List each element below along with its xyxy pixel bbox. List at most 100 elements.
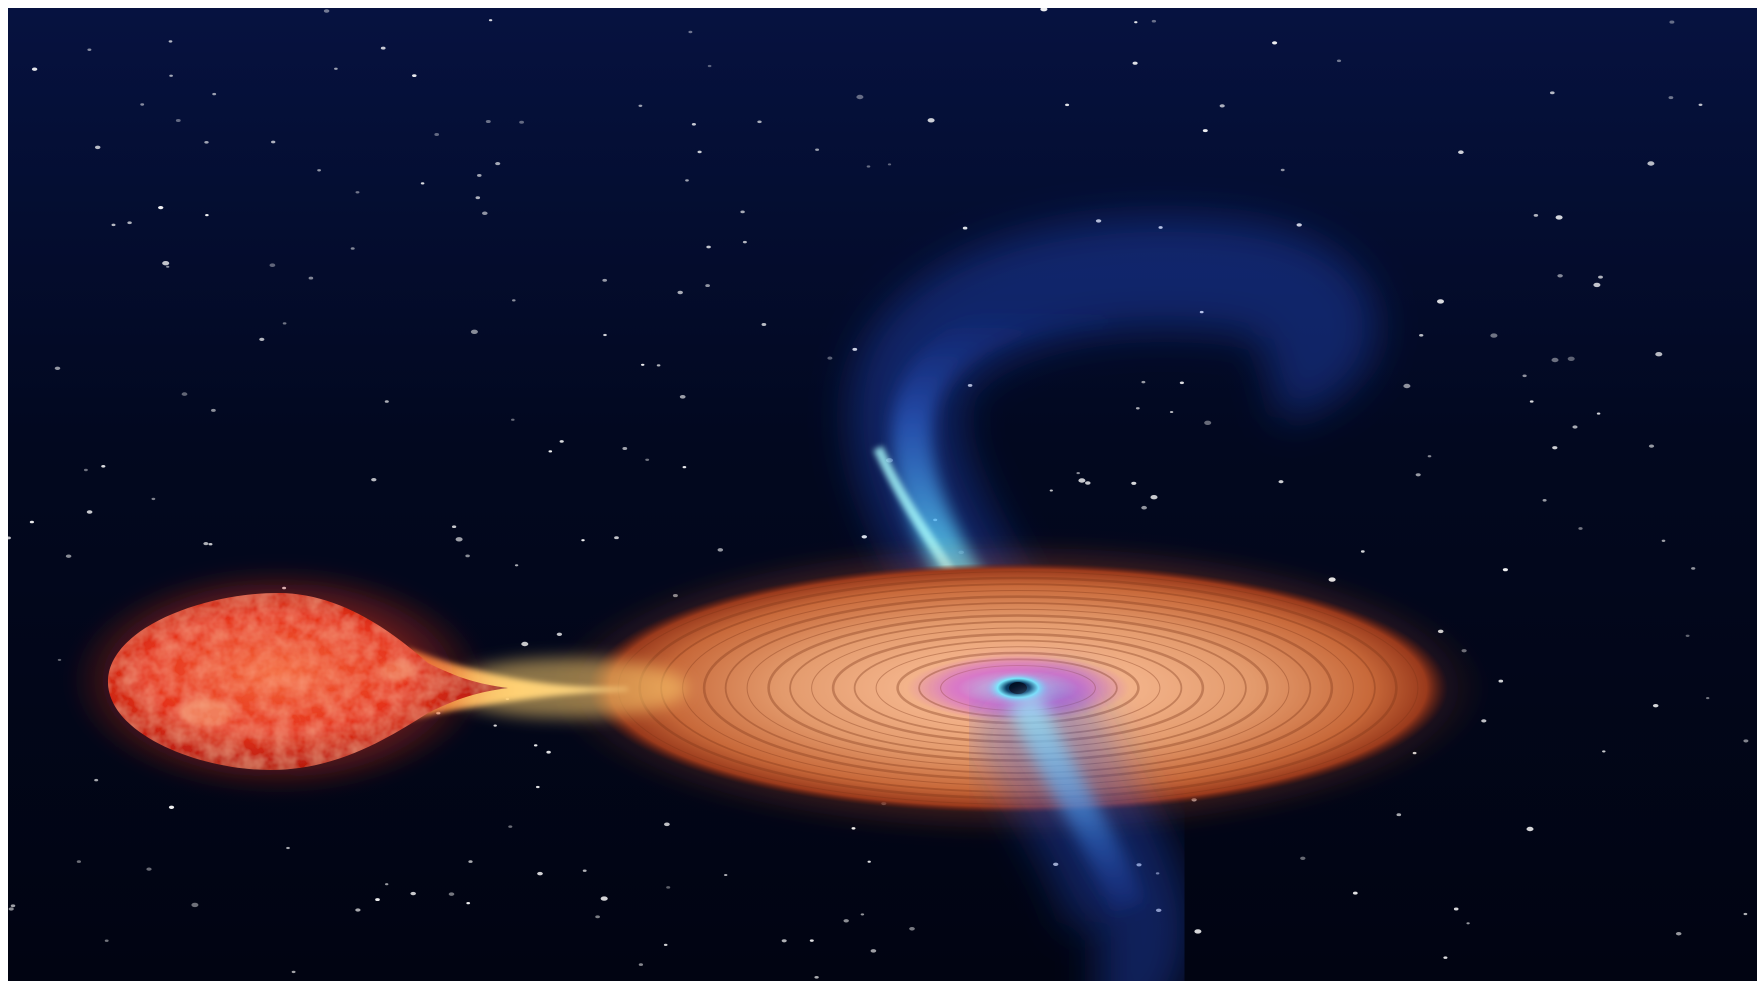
background-star xyxy=(166,265,170,268)
background-star xyxy=(1529,400,1534,403)
background-star xyxy=(815,148,820,151)
background-star xyxy=(1134,21,1138,24)
background-star xyxy=(1668,96,1674,100)
background-star xyxy=(521,641,529,647)
background-star xyxy=(1065,103,1070,107)
background-star xyxy=(1360,550,1365,553)
background-star xyxy=(1675,931,1682,936)
background-star xyxy=(269,263,276,267)
background-star xyxy=(375,898,380,902)
background-star xyxy=(1502,568,1508,572)
background-star xyxy=(717,548,724,552)
background-star xyxy=(168,40,173,43)
background-star xyxy=(1085,481,1091,485)
background-star xyxy=(519,120,524,124)
background-star xyxy=(1415,473,1421,477)
background-star xyxy=(1466,922,1470,925)
background-star xyxy=(1169,410,1174,414)
background-star xyxy=(1551,357,1559,363)
background-star xyxy=(1743,912,1748,916)
background-star xyxy=(645,458,650,462)
background-star xyxy=(271,140,276,144)
background-star xyxy=(468,860,473,863)
background-star xyxy=(602,278,608,282)
background-star xyxy=(1131,481,1137,485)
background-star xyxy=(211,408,216,412)
background-star xyxy=(638,963,644,966)
background-star xyxy=(1490,333,1498,338)
background-star xyxy=(1419,333,1424,337)
background-star xyxy=(57,658,62,661)
background-star xyxy=(466,901,471,905)
background-star xyxy=(1403,383,1411,389)
background-star xyxy=(691,123,696,126)
background-star xyxy=(866,165,871,168)
background-star xyxy=(86,510,93,514)
background-star xyxy=(600,896,608,901)
background-star xyxy=(512,299,516,302)
background-star xyxy=(488,19,493,22)
background-star xyxy=(151,497,156,501)
background-star xyxy=(511,418,515,421)
background-star xyxy=(1647,161,1655,166)
background-star xyxy=(1549,91,1555,95)
background-star xyxy=(146,867,152,871)
background-star xyxy=(465,554,470,558)
background-star xyxy=(962,226,968,230)
background-star xyxy=(291,970,296,974)
background-star xyxy=(677,290,683,295)
background-star xyxy=(1132,61,1138,65)
background-star xyxy=(104,939,109,942)
background-star xyxy=(317,169,321,172)
background-star xyxy=(682,465,687,469)
background-star xyxy=(1652,703,1659,708)
background-star xyxy=(334,67,338,70)
background-star xyxy=(724,873,728,877)
background-star xyxy=(706,245,711,249)
background-star xyxy=(1272,41,1278,45)
background-star xyxy=(533,744,538,747)
background-star xyxy=(1396,813,1402,817)
background-star xyxy=(158,205,164,210)
background-star xyxy=(477,173,482,177)
background-star xyxy=(666,886,671,889)
background-star xyxy=(169,74,173,77)
image-frame xyxy=(8,8,1757,981)
background-star xyxy=(614,536,619,540)
background-star xyxy=(1661,539,1666,542)
background-star xyxy=(8,907,14,911)
background-star xyxy=(495,162,501,166)
background-star xyxy=(740,210,745,214)
background-star xyxy=(282,322,287,325)
background-star xyxy=(175,118,181,123)
background-star xyxy=(323,9,330,13)
background-star xyxy=(420,182,425,185)
background-star xyxy=(867,860,871,863)
background-star xyxy=(761,323,767,326)
background-star xyxy=(482,211,488,216)
background-star xyxy=(1669,20,1675,24)
background-star xyxy=(8,536,11,540)
background-star xyxy=(1202,129,1208,133)
background-star xyxy=(697,150,702,154)
background-star xyxy=(485,119,491,124)
background-star xyxy=(181,392,188,396)
background-star xyxy=(603,333,607,337)
background-star xyxy=(384,400,389,403)
stream-glow xyxy=(448,658,688,718)
red-donor-star xyxy=(68,565,508,795)
background-star xyxy=(1542,499,1547,502)
background-star xyxy=(685,179,689,182)
background-star xyxy=(742,240,747,244)
background-star xyxy=(1150,495,1158,500)
background-star xyxy=(308,276,314,280)
background-star xyxy=(162,261,170,266)
background-star xyxy=(1698,103,1703,107)
background-star xyxy=(1194,929,1202,934)
background-star xyxy=(535,785,540,789)
background-star xyxy=(493,724,497,727)
background-star xyxy=(1691,567,1696,570)
background-star xyxy=(1179,381,1184,385)
background-star xyxy=(508,825,513,828)
background-star xyxy=(707,64,712,68)
